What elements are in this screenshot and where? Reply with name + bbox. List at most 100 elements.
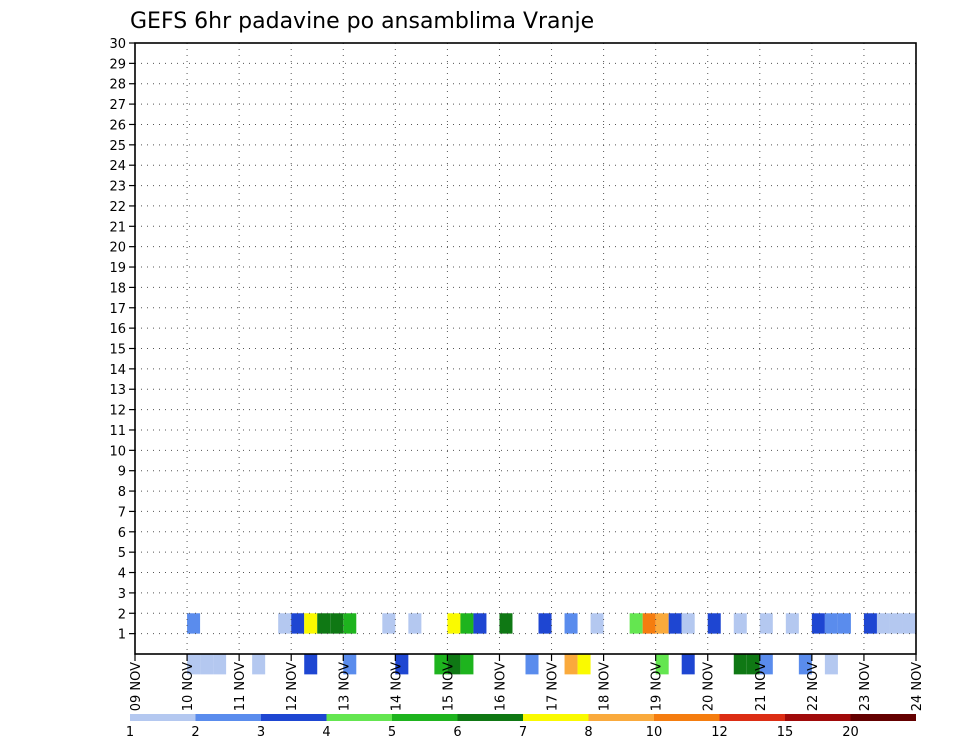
y-tick-label: 5 [118, 546, 126, 561]
y-tick-label: 7 [118, 505, 126, 520]
y-tick-label: 6 [118, 526, 126, 541]
cell [278, 613, 292, 634]
cell [200, 654, 214, 675]
cell [447, 613, 461, 634]
cell [733, 613, 747, 634]
cell [655, 654, 669, 675]
x-tick-label: 16 NOV [493, 662, 508, 711]
legend-label: 6 [453, 725, 461, 740]
cell [187, 654, 201, 675]
cell [499, 613, 513, 634]
y-tick-label: 24 [109, 159, 126, 174]
cell [811, 613, 825, 634]
legend-label: 5 [388, 725, 396, 740]
y-tick-label: 8 [118, 485, 126, 500]
legend-label: 8 [584, 725, 592, 740]
y-tick-label: 23 [109, 180, 126, 195]
y-tick-label: 4 [118, 567, 126, 582]
y-tick-label: 10 [109, 444, 126, 459]
legend-label: 20 [842, 725, 859, 740]
cell [642, 613, 656, 634]
legend-swatch [588, 714, 654, 721]
cell [382, 613, 396, 634]
legend-swatch [261, 714, 327, 721]
y-tick-label: 12 [109, 404, 126, 419]
cell [213, 654, 227, 675]
y-tick-label: 15 [109, 343, 126, 358]
x-tick-label: 13 NOV [337, 662, 352, 711]
y-tick-label: 13 [109, 383, 126, 398]
y-tick-label: 17 [109, 302, 126, 317]
cell [408, 613, 422, 634]
x-tick-label: 21 NOV [754, 662, 769, 711]
cell [707, 613, 721, 634]
y-tick-label: 22 [109, 200, 126, 215]
y-tick-label: 3 [118, 587, 126, 602]
cell [902, 613, 916, 634]
legend-swatch [785, 714, 851, 721]
legend-swatch [850, 714, 916, 721]
x-tick-label: 14 NOV [389, 662, 404, 711]
legend: 1 2 3 4 5 6 7 8 10 12 15 20 [126, 714, 916, 740]
cell [525, 654, 539, 675]
cell [330, 613, 344, 634]
cell [343, 613, 357, 634]
cell [304, 613, 318, 634]
x-tick-label: 11 NOV [233, 662, 248, 711]
x-tick-label: 12 NOV [285, 662, 300, 711]
x-axis: 09 NOV 10 NOV 11 NOV 12 NOV 13 NOV 14 NOV 15 N… [129, 654, 925, 711]
cell [473, 613, 487, 634]
cell [343, 654, 357, 675]
y-tick-label: 28 [109, 78, 126, 93]
cell [317, 613, 331, 634]
legend-label: 10 [646, 725, 663, 740]
legend-label: 7 [519, 725, 527, 740]
cell [668, 613, 682, 634]
cell [681, 613, 695, 634]
legend-swatch [130, 714, 196, 721]
y-tick-label: 29 [109, 57, 126, 72]
chart-title: GEFS 6hr padavine po ansamblima Vranje [130, 9, 594, 34]
y-axis: 1234567891011121314151617181920212223242… [109, 37, 135, 643]
y-tick-label: 27 [109, 98, 126, 113]
legend-swatch [457, 714, 523, 721]
y-tick-label: 18 [109, 281, 126, 296]
legend-label: 12 [711, 725, 728, 740]
legend-swatch [523, 714, 589, 721]
y-tick-label: 1 [118, 628, 126, 643]
legend-label: 4 [322, 725, 330, 740]
x-tick-label: 18 NOV [598, 662, 613, 711]
x-tick-label: 20 NOV [702, 662, 717, 711]
cell [564, 613, 578, 634]
legend-label: 15 [777, 725, 794, 740]
x-tick-label: 09 NOV [129, 662, 144, 711]
x-tick-label: 19 NOV [650, 662, 665, 711]
y-tick-label: 21 [109, 220, 126, 235]
cell [889, 613, 903, 634]
cell [798, 654, 812, 675]
cell [681, 654, 695, 675]
cell [460, 613, 474, 634]
cell [447, 654, 461, 675]
cell [538, 613, 552, 634]
legend-label: 3 [257, 725, 265, 740]
y-tick-label: 14 [109, 363, 126, 378]
cell [824, 654, 838, 675]
cell [785, 613, 799, 634]
cell [252, 654, 266, 675]
cell [434, 654, 448, 675]
cell [655, 613, 669, 634]
y-tick-label: 30 [109, 37, 126, 52]
cell [759, 613, 773, 634]
cell [733, 654, 747, 675]
x-tick-label: 10 NOV [181, 662, 196, 711]
cell [746, 654, 760, 675]
legend-swatch [654, 714, 720, 721]
y-tick-label: 25 [109, 139, 126, 154]
legend-swatch [392, 714, 458, 721]
cell [304, 654, 318, 675]
cell [876, 613, 890, 634]
x-tick-label: 15 NOV [441, 662, 456, 711]
x-tick-label: 17 NOV [546, 662, 561, 711]
